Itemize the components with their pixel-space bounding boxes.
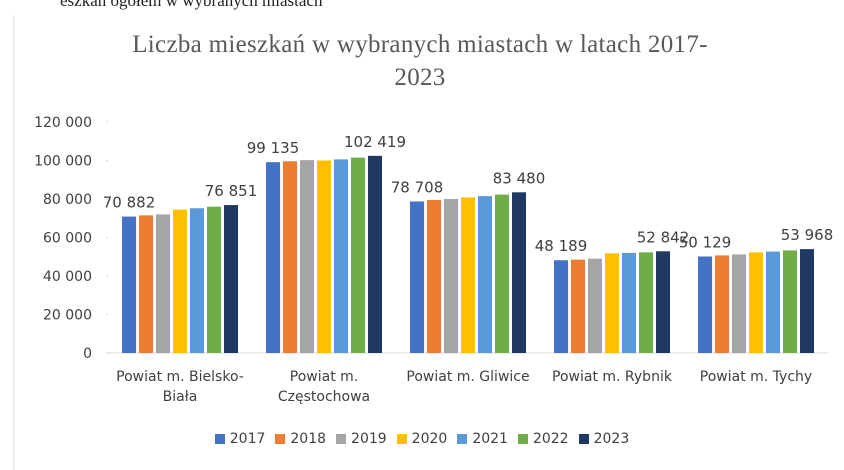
bar <box>368 155 382 353</box>
legend-swatch <box>275 434 286 444</box>
data-label: 78 708 <box>391 178 444 196</box>
bar <box>588 258 602 353</box>
legend-label: 2022 <box>532 431 569 447</box>
legend-item: 2020 <box>396 431 448 447</box>
x-tick-label: Powiat m. Gliwice <box>406 369 530 385</box>
y-tick-label: 0 <box>83 346 92 362</box>
legend-label: 2018 <box>290 431 327 447</box>
bar <box>495 194 509 353</box>
bar <box>749 252 763 353</box>
legend: 2017 2018 2019 2020 2021 2022 2023 <box>0 431 844 447</box>
legend-swatch <box>396 434 407 444</box>
bar <box>622 252 636 353</box>
x-tick-label: Powiat m. Częstochowa <box>277 369 371 405</box>
legend-item: 2017 <box>214 431 266 447</box>
bar <box>800 249 814 353</box>
legend-item: 2018 <box>275 431 326 447</box>
data-label: 52 842 <box>637 228 690 246</box>
legend-item: 2019 <box>336 431 387 447</box>
bar <box>461 197 475 353</box>
bar <box>554 260 568 353</box>
bar <box>122 216 136 353</box>
legend-label: 2019 <box>351 431 387 447</box>
bar <box>334 159 348 353</box>
bar <box>173 209 187 353</box>
bar <box>571 259 585 353</box>
data-label: 53 968 <box>781 226 834 244</box>
bar <box>512 192 526 353</box>
bar <box>715 255 729 353</box>
bar <box>317 160 331 353</box>
bar <box>207 206 221 353</box>
data-label: 99 135 <box>247 139 300 157</box>
bar <box>605 253 619 353</box>
legend-swatch <box>578 434 589 444</box>
bar <box>410 201 424 353</box>
legend-swatch <box>214 434 225 444</box>
y-tick-label: 120 000 <box>34 115 92 131</box>
bar <box>224 205 238 353</box>
bar <box>351 157 365 353</box>
data-label: 102 419 <box>344 133 406 151</box>
chart-title: Liczba mieszkań w wybranych miastach w l… <box>132 31 708 91</box>
legend-label: 2021 <box>472 431 508 447</box>
data-label: 76 851 <box>205 182 258 200</box>
legend-item: 2022 <box>517 431 569 447</box>
data-label: 50 129 <box>679 234 732 252</box>
page-header: eszkań ogółem w wybranych miastach <box>60 0 323 10</box>
bar <box>156 214 170 353</box>
bar <box>732 254 746 353</box>
bar <box>478 196 492 353</box>
bar <box>283 161 297 353</box>
legend-swatch <box>336 434 347 444</box>
x-tick-label: Powiat m. Rybnik <box>552 369 672 385</box>
legend-label: 2023 <box>593 431 630 447</box>
legend-item: 2023 <box>578 431 630 447</box>
bar <box>300 160 314 353</box>
y-tick-label: 60 000 <box>43 231 92 247</box>
y-tick-label: 40 000 <box>43 269 92 285</box>
y-tick-label: 80 000 <box>43 192 92 208</box>
x-tick-label: Powiat m. Tychy <box>699 369 813 385</box>
legend-swatch <box>457 434 468 444</box>
bar <box>766 251 780 353</box>
data-label: 83 480 <box>493 169 546 187</box>
data-label: 48 189 <box>535 237 588 255</box>
legend-item: 2021 <box>457 431 508 447</box>
legend-swatch <box>517 434 528 444</box>
y-tick-label: 20 000 <box>43 308 92 324</box>
legend-label: 2020 <box>411 431 448 447</box>
y-tick-label: 100 000 <box>34 154 92 170</box>
bar <box>698 256 712 353</box>
bar <box>139 215 153 353</box>
bar <box>783 250 797 353</box>
data-label: 70 882 <box>103 194 156 212</box>
legend-label: 2017 <box>229 431 266 447</box>
bar <box>656 251 670 353</box>
x-tick-label: Powiat m. Bielsko-Biała <box>116 369 244 405</box>
bar <box>266 162 280 353</box>
bar <box>639 252 653 353</box>
bar <box>427 199 441 353</box>
bar <box>444 199 458 353</box>
bar <box>190 208 204 353</box>
